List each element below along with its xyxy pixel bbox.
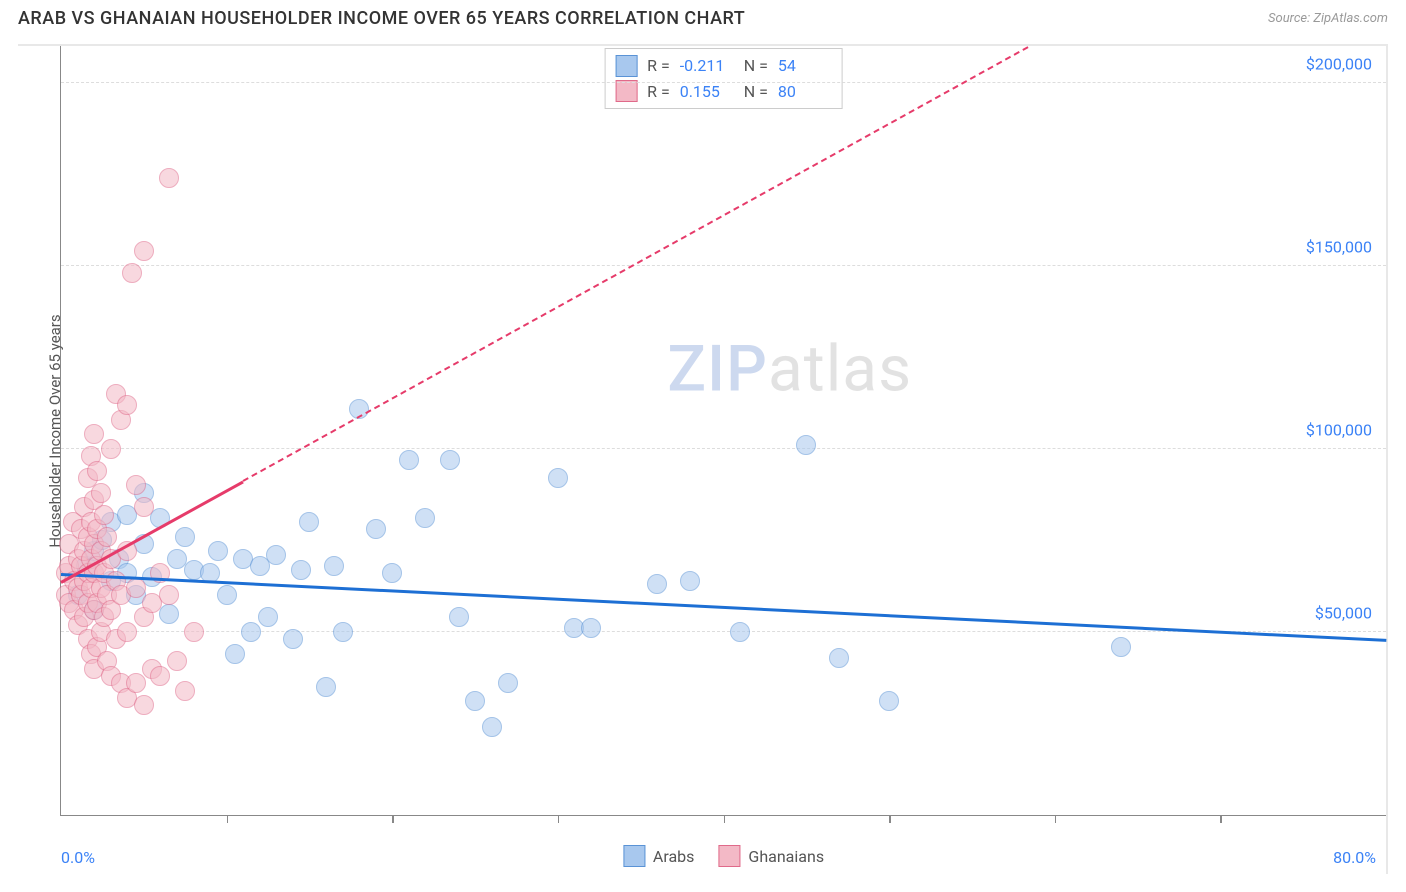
r-value-arabs: -0.211 xyxy=(680,53,734,79)
data-point xyxy=(266,545,286,565)
data-point xyxy=(465,691,485,711)
data-point xyxy=(291,560,311,580)
y-tick-label: $200,000 xyxy=(1302,54,1376,73)
gridline xyxy=(61,265,1386,266)
data-point xyxy=(134,497,154,517)
data-point xyxy=(175,527,195,547)
data-point xyxy=(150,666,170,686)
swatch-arabs xyxy=(615,55,637,77)
x-tick xyxy=(724,815,726,823)
x-tick xyxy=(227,815,229,823)
data-point xyxy=(796,435,816,455)
data-point xyxy=(241,622,261,642)
data-point xyxy=(84,424,104,444)
data-point xyxy=(91,483,111,503)
data-point xyxy=(87,461,107,481)
data-point xyxy=(316,677,336,697)
legend: Arabs Ghanaians xyxy=(623,845,824,867)
legend-swatch-arabs xyxy=(623,845,645,867)
data-point xyxy=(159,585,179,605)
data-point xyxy=(117,395,137,415)
x-tick xyxy=(889,815,891,823)
legend-label-arabs: Arabs xyxy=(653,847,695,866)
data-point xyxy=(333,622,353,642)
swatch-ghanaians xyxy=(615,80,637,102)
y-axis-label: Householder Income Over 65 years xyxy=(46,314,64,547)
data-point xyxy=(647,574,667,594)
data-point xyxy=(1111,637,1131,657)
data-point xyxy=(94,505,114,525)
data-point xyxy=(126,578,146,598)
data-point xyxy=(134,241,154,261)
x-tick xyxy=(392,815,394,823)
source-attribution: Source: ZipAtlas.com xyxy=(1268,11,1388,26)
data-point xyxy=(482,717,502,737)
data-point xyxy=(225,644,245,664)
gridline xyxy=(61,82,1386,83)
data-point xyxy=(126,673,146,693)
x-axis-min-label: 0.0% xyxy=(61,848,95,867)
watermark: ZIPatlas xyxy=(667,331,912,406)
x-axis-max-label: 80.0% xyxy=(1333,848,1376,867)
data-point xyxy=(97,527,117,547)
legend-item-arabs: Arabs xyxy=(623,845,695,867)
data-point xyxy=(283,629,303,649)
n-label: N = xyxy=(744,53,768,79)
chart-container: Householder Income Over 65 years ZIPatla… xyxy=(18,44,1388,874)
data-point xyxy=(159,168,179,188)
data-point xyxy=(258,607,278,627)
gridline xyxy=(61,448,1386,449)
data-point xyxy=(101,439,121,459)
data-point xyxy=(117,622,137,642)
chart-title: ARAB VS GHANAIAN HOUSEHOLDER INCOME OVER… xyxy=(18,8,745,29)
data-point xyxy=(184,622,204,642)
data-point xyxy=(879,691,899,711)
data-point xyxy=(299,512,319,532)
r-label: R = xyxy=(647,53,670,79)
data-point xyxy=(324,556,344,576)
data-point xyxy=(548,468,568,488)
data-point xyxy=(730,622,750,642)
data-point xyxy=(498,673,518,693)
plot-area: Householder Income Over 65 years ZIPatla… xyxy=(60,46,1386,816)
data-point xyxy=(449,607,469,627)
watermark-part1: ZIP xyxy=(667,331,768,406)
x-tick xyxy=(558,815,560,823)
x-tick xyxy=(1055,815,1057,823)
y-tick-label: $50,000 xyxy=(1311,603,1376,622)
legend-swatch-ghanaians xyxy=(718,845,740,867)
data-point xyxy=(159,604,179,624)
stats-row-arabs: R = -0.211 N = 54 xyxy=(615,53,832,79)
data-point xyxy=(175,681,195,701)
data-point xyxy=(680,571,700,591)
legend-label-ghanaians: Ghanaians xyxy=(748,847,824,866)
data-point xyxy=(208,541,228,561)
data-point xyxy=(126,475,146,495)
data-point xyxy=(440,450,460,470)
y-tick-label: $100,000 xyxy=(1302,420,1376,439)
data-point xyxy=(581,618,601,638)
correlation-stats-box: R = -0.211 N = 54 R = 0.155 N = 80 xyxy=(604,48,843,109)
watermark-part2: atlas xyxy=(768,331,912,406)
data-point xyxy=(415,508,435,528)
data-point xyxy=(829,648,849,668)
legend-item-ghanaians: Ghanaians xyxy=(718,845,824,867)
data-point xyxy=(134,695,154,715)
data-point xyxy=(122,263,142,283)
x-tick xyxy=(1220,815,1222,823)
data-point xyxy=(366,519,386,539)
y-tick-label: $150,000 xyxy=(1302,237,1376,256)
data-point xyxy=(217,585,237,605)
n-value-arabs: 54 xyxy=(778,53,832,79)
data-point xyxy=(167,651,187,671)
data-point xyxy=(382,563,402,583)
data-point xyxy=(399,450,419,470)
